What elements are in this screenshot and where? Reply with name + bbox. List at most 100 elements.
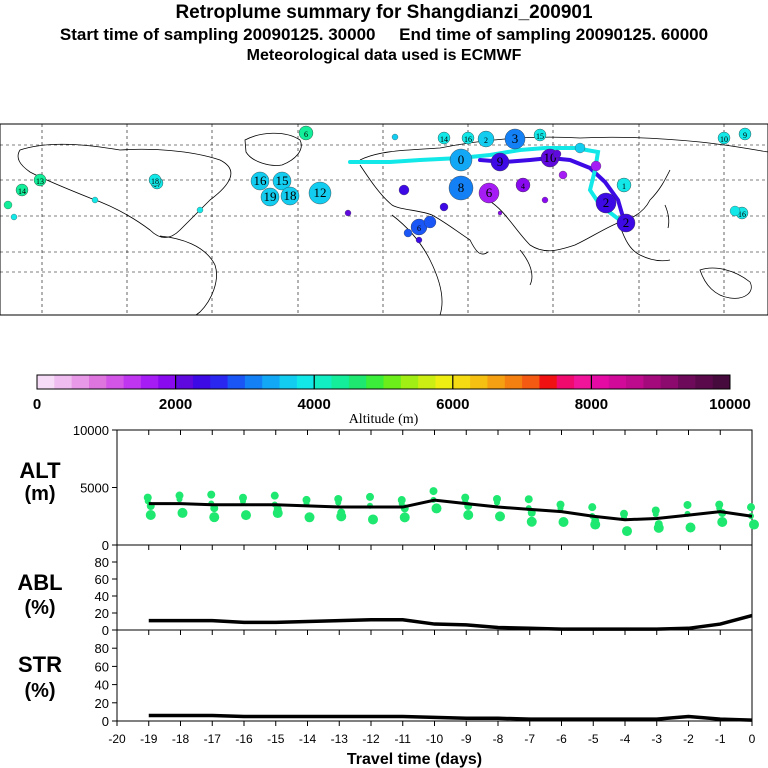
map-marker-label: 3 [512, 131, 519, 146]
alt-point [270, 491, 279, 500]
y-tick-label: 0 [102, 714, 109, 729]
map-marker: 2 [595, 192, 617, 214]
colorbar-swatch [522, 375, 540, 389]
map-marker-dot [148, 173, 162, 187]
map-marker: 6 [478, 182, 500, 204]
map-plume-dot [344, 209, 352, 217]
x-tick-label: -18 [172, 732, 190, 746]
x-tick-label: -7 [524, 732, 535, 746]
alt-point [683, 500, 692, 509]
panel-label: ALT [19, 458, 61, 483]
alt-point [335, 499, 342, 506]
alt-point [591, 516, 600, 525]
map-marker-label: 2 [623, 215, 630, 230]
colorbar-swatch [712, 375, 731, 389]
map-plume-dot [574, 142, 586, 154]
alt-point [241, 510, 251, 521]
map-marker-dot [616, 177, 632, 193]
colorbar-swatch [626, 375, 644, 389]
colorbar-swatch [210, 375, 229, 389]
alt-point [337, 508, 346, 517]
map-marker: 9 [490, 152, 510, 172]
map-marker-dot [437, 131, 451, 145]
sampling-time-line: Start time of sampling 20090125. 30000 E… [59, 25, 709, 44]
trajectory-lines [348, 146, 627, 226]
colorbar-swatch [574, 375, 592, 389]
alt-point [654, 520, 663, 529]
map-graticule [0, 124, 768, 315]
map-marker-label: 16 [464, 135, 472, 144]
panel-alt: 0 5000 10000 ALT(m) [19, 423, 759, 553]
x-tick-label: -8 [493, 732, 504, 746]
map-marker-label: 15 [276, 173, 289, 188]
panel-abl: 0 20 40 60 80 ABL(%) [17, 544, 753, 638]
map-marker: 4 [515, 177, 531, 193]
map-marker: 18 [148, 173, 162, 187]
x-axis-label: Travel time (days) [347, 751, 482, 768]
map-marker: 2 [477, 130, 495, 148]
map-frame [0, 123, 768, 316]
x-tick-label: -1 [715, 732, 726, 746]
map-marker: 15 [272, 171, 292, 191]
x-tick-label: -9 [461, 732, 472, 746]
map-plume-dot [91, 196, 99, 204]
map-markers: 6141623151090869104121615121918131417181… [3, 125, 752, 244]
y-tick-label: 60 [95, 572, 109, 587]
met-data-line: Meteorological data used is ECMWF [246, 47, 522, 64]
map-marker-dot [308, 181, 332, 205]
trajectory-dark [478, 155, 627, 226]
map-marker: 14 [15, 183, 29, 197]
x-tick-label: -17 [204, 732, 222, 746]
colorbar-swatch [695, 375, 714, 389]
alt-point [240, 498, 246, 505]
x-tick-label: -19 [140, 732, 158, 746]
colorbar-swatch [539, 375, 558, 389]
map-marker-label: 2 [484, 136, 488, 145]
map-marker: 2 [616, 213, 636, 233]
map-marker: 14 [437, 131, 451, 145]
map-coastlines [17, 132, 768, 316]
y-tick-label: 10000 [73, 423, 109, 438]
map-marker-dot [490, 152, 510, 172]
colorbar-tick-label: 4000 [298, 396, 331, 413]
alt-point [494, 499, 500, 506]
map-marker-dot [250, 171, 270, 191]
map-marker: 6 [298, 125, 314, 141]
map-marker-dot [280, 186, 300, 206]
y-tick-label: 20 [95, 606, 109, 621]
colorbar-swatch [54, 375, 73, 389]
alt-point [749, 519, 759, 530]
chart-title: Retroplume summary for Shangdianzi_20090… [175, 2, 593, 23]
alt-point [145, 509, 156, 520]
map-marker-dot [738, 127, 752, 141]
colorbar-swatch [140, 375, 159, 389]
map-marker: 8 [448, 175, 474, 201]
map-marker-label: 9 [743, 131, 747, 140]
y-tick-label: 40 [95, 678, 109, 693]
alt-point [685, 522, 696, 533]
map-marker-dot [533, 128, 547, 142]
map-plume-dot [729, 205, 741, 217]
colorbar-swatch [314, 375, 333, 389]
panel-frame [116, 544, 753, 631]
x-tick-label: -5 [588, 732, 599, 746]
x-tick-label: -11 [395, 732, 412, 746]
colorbar-swatch [383, 375, 402, 389]
map-marker-dot [504, 128, 526, 150]
colorbar-swatch [331, 375, 350, 389]
colorbar-swatch [470, 375, 488, 389]
panel-label-unit: (%) [24, 680, 55, 702]
map-marker-dot [449, 148, 473, 172]
colorbar-swatch [452, 375, 471, 389]
map-plume-dot [196, 206, 204, 214]
map-marker-dot [272, 171, 292, 191]
alt-point [429, 487, 438, 496]
alt-point [557, 505, 564, 512]
altitude-colorbar: 0 2000 4000 6000 8000 10000 Altitude (m) [33, 374, 751, 427]
colorbar-swatch [262, 375, 281, 389]
colorbar-swatch [660, 375, 679, 389]
alt-point [207, 490, 216, 499]
panel-str: 0 20 40 60 80 STR (%) [18, 629, 753, 729]
alt-point [273, 505, 282, 514]
colorbar-swatch [487, 375, 506, 389]
